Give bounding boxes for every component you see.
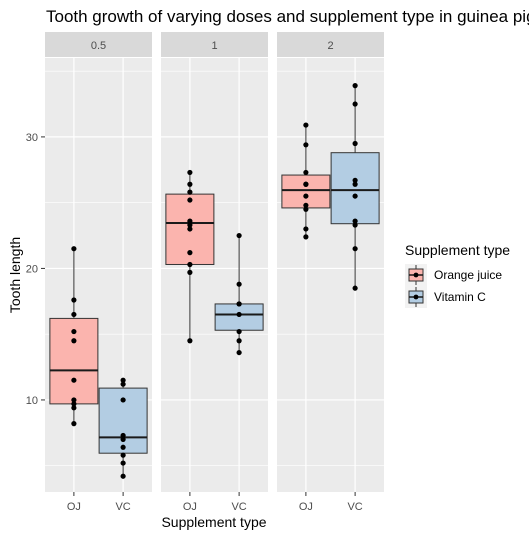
box-oj [281,122,331,240]
data-point [71,338,77,344]
data-point [303,202,309,208]
box-vc [98,377,148,479]
facet-strip-label: 2 [327,40,333,52]
data-point [303,226,309,232]
data-point [120,432,126,439]
facet-strip [277,32,384,57]
legend-key-point [413,294,419,300]
data-point [187,189,193,195]
box-oj [165,169,215,344]
x-tick-label: VC [115,501,130,513]
data-point [71,397,77,403]
facet-strip-label: 1 [211,40,217,52]
data-point [120,452,126,458]
data-point [352,177,358,183]
data-point [303,169,309,176]
data-point [303,181,309,187]
facet-strip-label: 0.5 [91,40,106,52]
legend-keys: Orange juice Vitamin C [405,264,502,308]
data-point [303,193,309,199]
data-point [71,377,77,383]
legend: Supplement type Orange juice Vitamin C [405,242,510,308]
data-point [352,83,358,89]
data-point [187,261,193,268]
y-axis: 10 20 30 [26,132,45,407]
facet-panels: 0.5 OJ VC 1 OJ VC 2 OJ VC [45,32,384,513]
data-point [352,246,358,252]
data-point [303,142,309,148]
data-point [71,246,77,252]
x-tick-label: OJ [67,501,81,513]
data-point [236,311,242,318]
data-point [187,338,193,344]
x-tick-label: OJ [183,501,197,513]
data-point [303,206,309,212]
data-point [120,473,126,479]
facet-strip [45,32,152,57]
data-point [187,226,193,232]
data-point [236,338,242,344]
data-point [120,444,126,450]
y-axis-title: Tooth length [7,237,23,313]
data-point [236,349,242,356]
facet-strip [161,32,268,57]
data-point [236,281,242,287]
facet-panel: 2 OJ VC [277,32,384,513]
data-point [120,436,126,442]
data-point [236,232,242,239]
box-oj [49,246,99,427]
facet-panel: 1 OJ VC [161,32,268,513]
data-point [71,311,77,318]
facet-panel: 0.5 OJ VC [45,32,152,513]
data-point [71,421,77,427]
x-tick-label: VC [231,501,246,513]
box-vc [330,83,380,291]
legend-entry-label: Orange juice [434,268,502,282]
x-axis-title: Supplement type [161,514,266,530]
data-point [352,222,358,228]
data-point [187,222,193,228]
data-point [120,460,126,466]
data-point [187,269,193,275]
y-tick-label: 20 [26,263,38,275]
data-point [187,250,193,256]
data-point [120,381,126,387]
data-point [187,197,193,203]
panel-background [161,58,268,492]
data-point [236,328,242,335]
data-point [352,193,358,199]
y-tick-label: 30 [26,132,38,144]
data-point [71,405,77,411]
data-point [303,234,309,240]
legend-title: Supplement type [405,242,510,258]
legend-key: Vitamin C [405,286,486,308]
data-point [236,301,242,307]
data-point [187,218,193,224]
box-iqr [330,152,380,225]
panel-background [277,58,384,492]
legend-key-point [413,272,419,278]
x-tick-label: VC [347,501,362,513]
data-point [187,169,193,176]
data-point [120,397,126,403]
data-point [352,285,358,291]
data-point [352,140,358,147]
data-point [352,181,358,187]
data-point [71,297,77,303]
box-iqr [214,303,264,331]
legend-key: Orange juice [405,264,502,286]
data-point [187,181,193,187]
y-tick-label: 10 [26,395,38,407]
x-tick-label: OJ [299,501,313,513]
data-point [71,401,77,407]
legend-entry-label: Vitamin C [434,290,486,304]
data-point [71,328,77,335]
chart-title: Tooth growth of varying doses and supple… [46,7,529,26]
data-point [120,377,126,383]
data-point [352,218,358,224]
box-vc [214,232,264,356]
data-point [303,122,309,128]
data-point [352,101,358,107]
